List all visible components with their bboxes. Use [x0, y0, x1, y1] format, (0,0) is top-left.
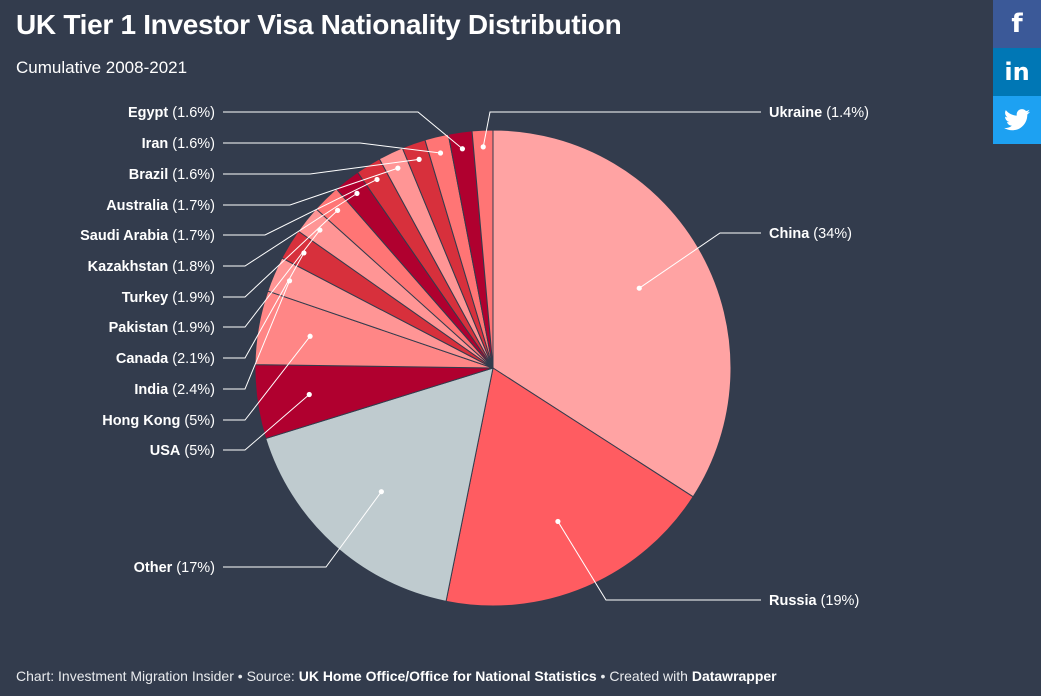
linkedin-share-button[interactable]: in: [993, 48, 1041, 96]
leader-line-iran: [223, 142, 441, 154]
slice-label-pakistan: Pakistan (1.9%): [109, 320, 215, 336]
chart-subtitle: Cumulative 2008-2021: [16, 58, 188, 77]
leader-line-australia: [223, 167, 399, 206]
slice-label-egypt: Egypt (1.6%): [128, 105, 215, 121]
leader-line-kazakhstan: [223, 192, 358, 267]
slice-label-other: Other (17%): [134, 560, 215, 576]
leader-lines: [223, 111, 761, 601]
slice-label-russia: Russia (19%): [769, 593, 859, 609]
pie-slice-russia[interactable]: [445, 367, 694, 607]
leader-line-egypt: [223, 111, 463, 150]
pie-slices: [254, 129, 732, 607]
linkedin-icon: in: [1004, 58, 1030, 86]
leader-line-ukraine: [482, 111, 761, 147]
leader-line-hong-kong: [223, 335, 311, 421]
pie-chart: China (34%) Russia (19%) Other (17%) USA (5…: [80, 105, 869, 609]
footer-created-prefix: Created with: [609, 668, 688, 684]
pie-slice-other[interactable]: [265, 367, 494, 602]
footer-tool-link[interactable]: Datawrapper: [691, 668, 777, 684]
slice-label-canada: Canada (2.1%): [116, 351, 215, 367]
leader-line-pakistan: [223, 229, 321, 328]
slice-label-ukraine: Ukraine (1.4%): [769, 105, 869, 121]
slice-label-kazakhstan: Kazakhstan (1.8%): [88, 259, 215, 275]
footer-source-link[interactable]: UK Home Office/Office for National Stati…: [298, 668, 597, 684]
leader-line-canada: [223, 252, 305, 359]
leader-line-brazil: [223, 158, 420, 175]
footer-source-prefix: Source:: [246, 668, 295, 684]
footer-chart-credit: Chart: Investment Migration Insider: [16, 668, 234, 684]
facebook-share-button[interactable]: f: [993, 0, 1041, 48]
slice-label-china: China (34%): [769, 226, 852, 242]
leader-line-india: [223, 280, 291, 390]
leader-line-china: [638, 232, 761, 289]
slice-label-brazil: Brazil (1.6%): [129, 167, 215, 183]
leader-line-turkey: [223, 210, 338, 298]
facebook-icon: f: [1011, 9, 1023, 39]
pie-slice-ukraine[interactable]: [471, 129, 494, 369]
leader-line-other: [223, 491, 382, 568]
slice-label-usa: USA (5%): [150, 443, 215, 459]
slice-labels: China (34%) Russia (19%) Other (17%) USA (5…: [80, 105, 869, 609]
twitter-icon: [1004, 109, 1030, 131]
chart-title: UK Tier 1 Investor Visa Nationality Dist…: [16, 9, 622, 40]
slice-label-iran: Iran (1.6%): [142, 136, 215, 152]
slice-label-turkey: Turkey (1.9%): [122, 290, 215, 306]
slice-label-hong-kong: Hong Kong (5%): [102, 413, 215, 429]
leader-line-saudi-arabia: [223, 179, 378, 236]
slice-label-india: India (2.4%): [134, 382, 215, 398]
leader-line-russia: [557, 521, 761, 601]
leader-line-usa: [223, 394, 310, 451]
twitter-share-button[interactable]: [993, 96, 1041, 144]
slice-label-australia: Australia (1.7%): [106, 198, 215, 214]
chart-footer: Chart: Investment Migration Insider • So…: [16, 668, 777, 684]
pie-slice-china[interactable]: [492, 129, 732, 498]
slice-label-saudi-arabia: Saudi Arabia (1.7%): [80, 228, 215, 244]
